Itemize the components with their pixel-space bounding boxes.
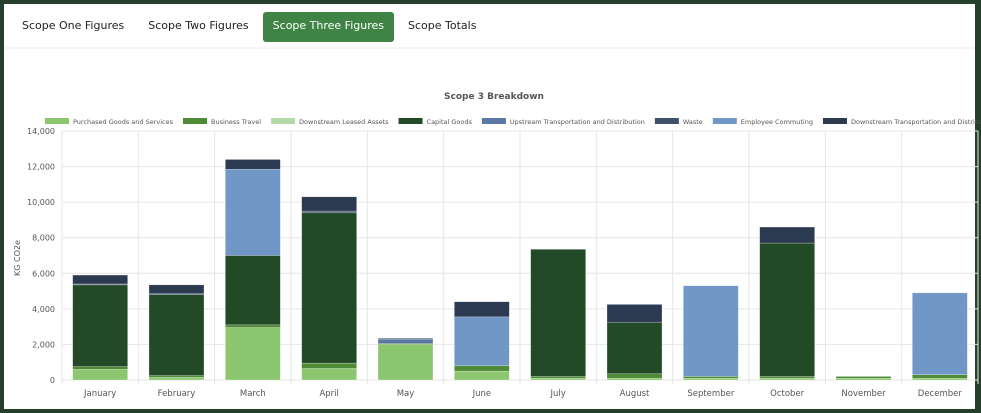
bar-segment bbox=[72, 284, 128, 367]
bar-segment bbox=[454, 365, 510, 372]
bar-segment bbox=[225, 327, 281, 381]
x-tick-label: April bbox=[319, 389, 338, 399]
bar-segment bbox=[759, 377, 815, 381]
x-tick-label: July bbox=[550, 389, 566, 399]
bar-segment bbox=[683, 377, 739, 381]
legend-swatch bbox=[712, 118, 737, 124]
bar-segment bbox=[606, 304, 663, 323]
bar-segment bbox=[225, 159, 281, 170]
x-tick-label: November bbox=[841, 389, 886, 399]
bar-segment bbox=[148, 375, 205, 378]
x-tick-label: December bbox=[918, 389, 963, 399]
bar-segment bbox=[683, 285, 739, 377]
bar-segment bbox=[148, 284, 205, 294]
legend-label: Upstream Transportation and Distribution bbox=[510, 118, 645, 126]
bar-segment bbox=[759, 376, 815, 379]
legend-label: Business Travel bbox=[211, 118, 261, 126]
bar-segment bbox=[377, 338, 434, 344]
bar-segment bbox=[606, 377, 663, 381]
bar-segment bbox=[301, 196, 357, 212]
legend-label: Employee Commuting bbox=[741, 118, 813, 126]
bar-segment bbox=[148, 377, 205, 381]
bar-segment bbox=[835, 377, 892, 381]
x-tick-label: June bbox=[472, 389, 492, 399]
x-tick-label: March bbox=[240, 389, 266, 399]
bar-segment bbox=[759, 226, 815, 244]
tab[interactable]: Scope Two Figures bbox=[148, 19, 249, 32]
bar-segment bbox=[759, 242, 815, 377]
bar-segment bbox=[301, 210, 357, 214]
bar-segment bbox=[454, 301, 510, 318]
y-tick-label: 14,000 bbox=[27, 127, 55, 136]
y-axis-label: KG CO2e bbox=[13, 240, 22, 276]
bar-segment bbox=[530, 376, 586, 379]
bar-segment bbox=[72, 274, 128, 285]
bar-segment bbox=[301, 362, 357, 369]
y-tick-label: 0 bbox=[50, 376, 55, 385]
legend-label: Downstream Leased Assets bbox=[299, 118, 389, 126]
legend-label: Downstream Transportation and Distributi… bbox=[851, 118, 981, 126]
tab[interactable]: Scope Three Figures bbox=[262, 12, 394, 42]
bar-segment bbox=[225, 168, 281, 256]
bar-segment bbox=[454, 316, 510, 367]
x-tick-label: February bbox=[158, 389, 196, 399]
bar-segment bbox=[912, 292, 968, 375]
bar-segment bbox=[72, 366, 128, 370]
y-tick-label: 6,000 bbox=[32, 269, 55, 278]
bar-segment bbox=[72, 369, 128, 381]
bar-segment bbox=[377, 344, 434, 381]
tab[interactable]: Scope Totals bbox=[408, 19, 477, 32]
legend-swatch bbox=[182, 118, 207, 124]
bar-segment bbox=[912, 374, 968, 379]
bar-segment bbox=[454, 370, 510, 381]
x-tick-label: May bbox=[397, 389, 415, 399]
legend-swatch bbox=[45, 118, 69, 124]
y-tick-label: 8,000 bbox=[32, 234, 55, 243]
bar-segment bbox=[835, 376, 892, 379]
bar-segment bbox=[148, 294, 205, 376]
legend-swatch bbox=[398, 118, 423, 124]
x-tick-label: October bbox=[770, 389, 805, 399]
bar-segment bbox=[606, 321, 663, 375]
bar-segment bbox=[530, 377, 586, 381]
legend-swatch bbox=[822, 118, 847, 124]
y-tick-label: 2,000 bbox=[32, 340, 55, 349]
x-tick-label: January bbox=[83, 389, 116, 399]
legend-label: Purchased Goods and Services bbox=[73, 118, 174, 126]
bar-segment bbox=[301, 368, 357, 381]
legend-label: Waste bbox=[683, 118, 703, 126]
tab[interactable]: Scope One Figures bbox=[22, 19, 125, 32]
bar-segment bbox=[912, 377, 968, 381]
x-tick-label: September bbox=[687, 389, 734, 399]
bar-segment bbox=[377, 337, 434, 340]
y-tick-label: 12,000 bbox=[27, 163, 55, 172]
x-tick-label: August bbox=[620, 389, 650, 399]
bar-segment bbox=[683, 376, 739, 379]
legend-swatch bbox=[271, 118, 296, 124]
chart-title: Scope 3 Breakdown bbox=[444, 92, 544, 102]
bar-segment bbox=[530, 249, 586, 377]
legend-label: Capital Goods bbox=[427, 118, 473, 126]
tab-bar: Scope One Figures Scope Two Figures Scope … bbox=[12, 12, 486, 42]
bar-segment bbox=[606, 373, 663, 379]
bar-segment bbox=[301, 212, 357, 364]
bar-segment bbox=[225, 324, 281, 328]
legend-swatch bbox=[481, 118, 506, 124]
legend-swatch bbox=[654, 118, 679, 124]
bar-segment bbox=[225, 255, 281, 326]
y-tick-label: 10,000 bbox=[27, 198, 55, 207]
y-tick-label: 4,000 bbox=[32, 305, 55, 314]
